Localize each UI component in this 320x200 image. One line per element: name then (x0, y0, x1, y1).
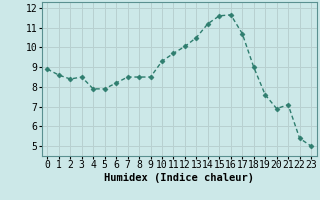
X-axis label: Humidex (Indice chaleur): Humidex (Indice chaleur) (104, 173, 254, 183)
